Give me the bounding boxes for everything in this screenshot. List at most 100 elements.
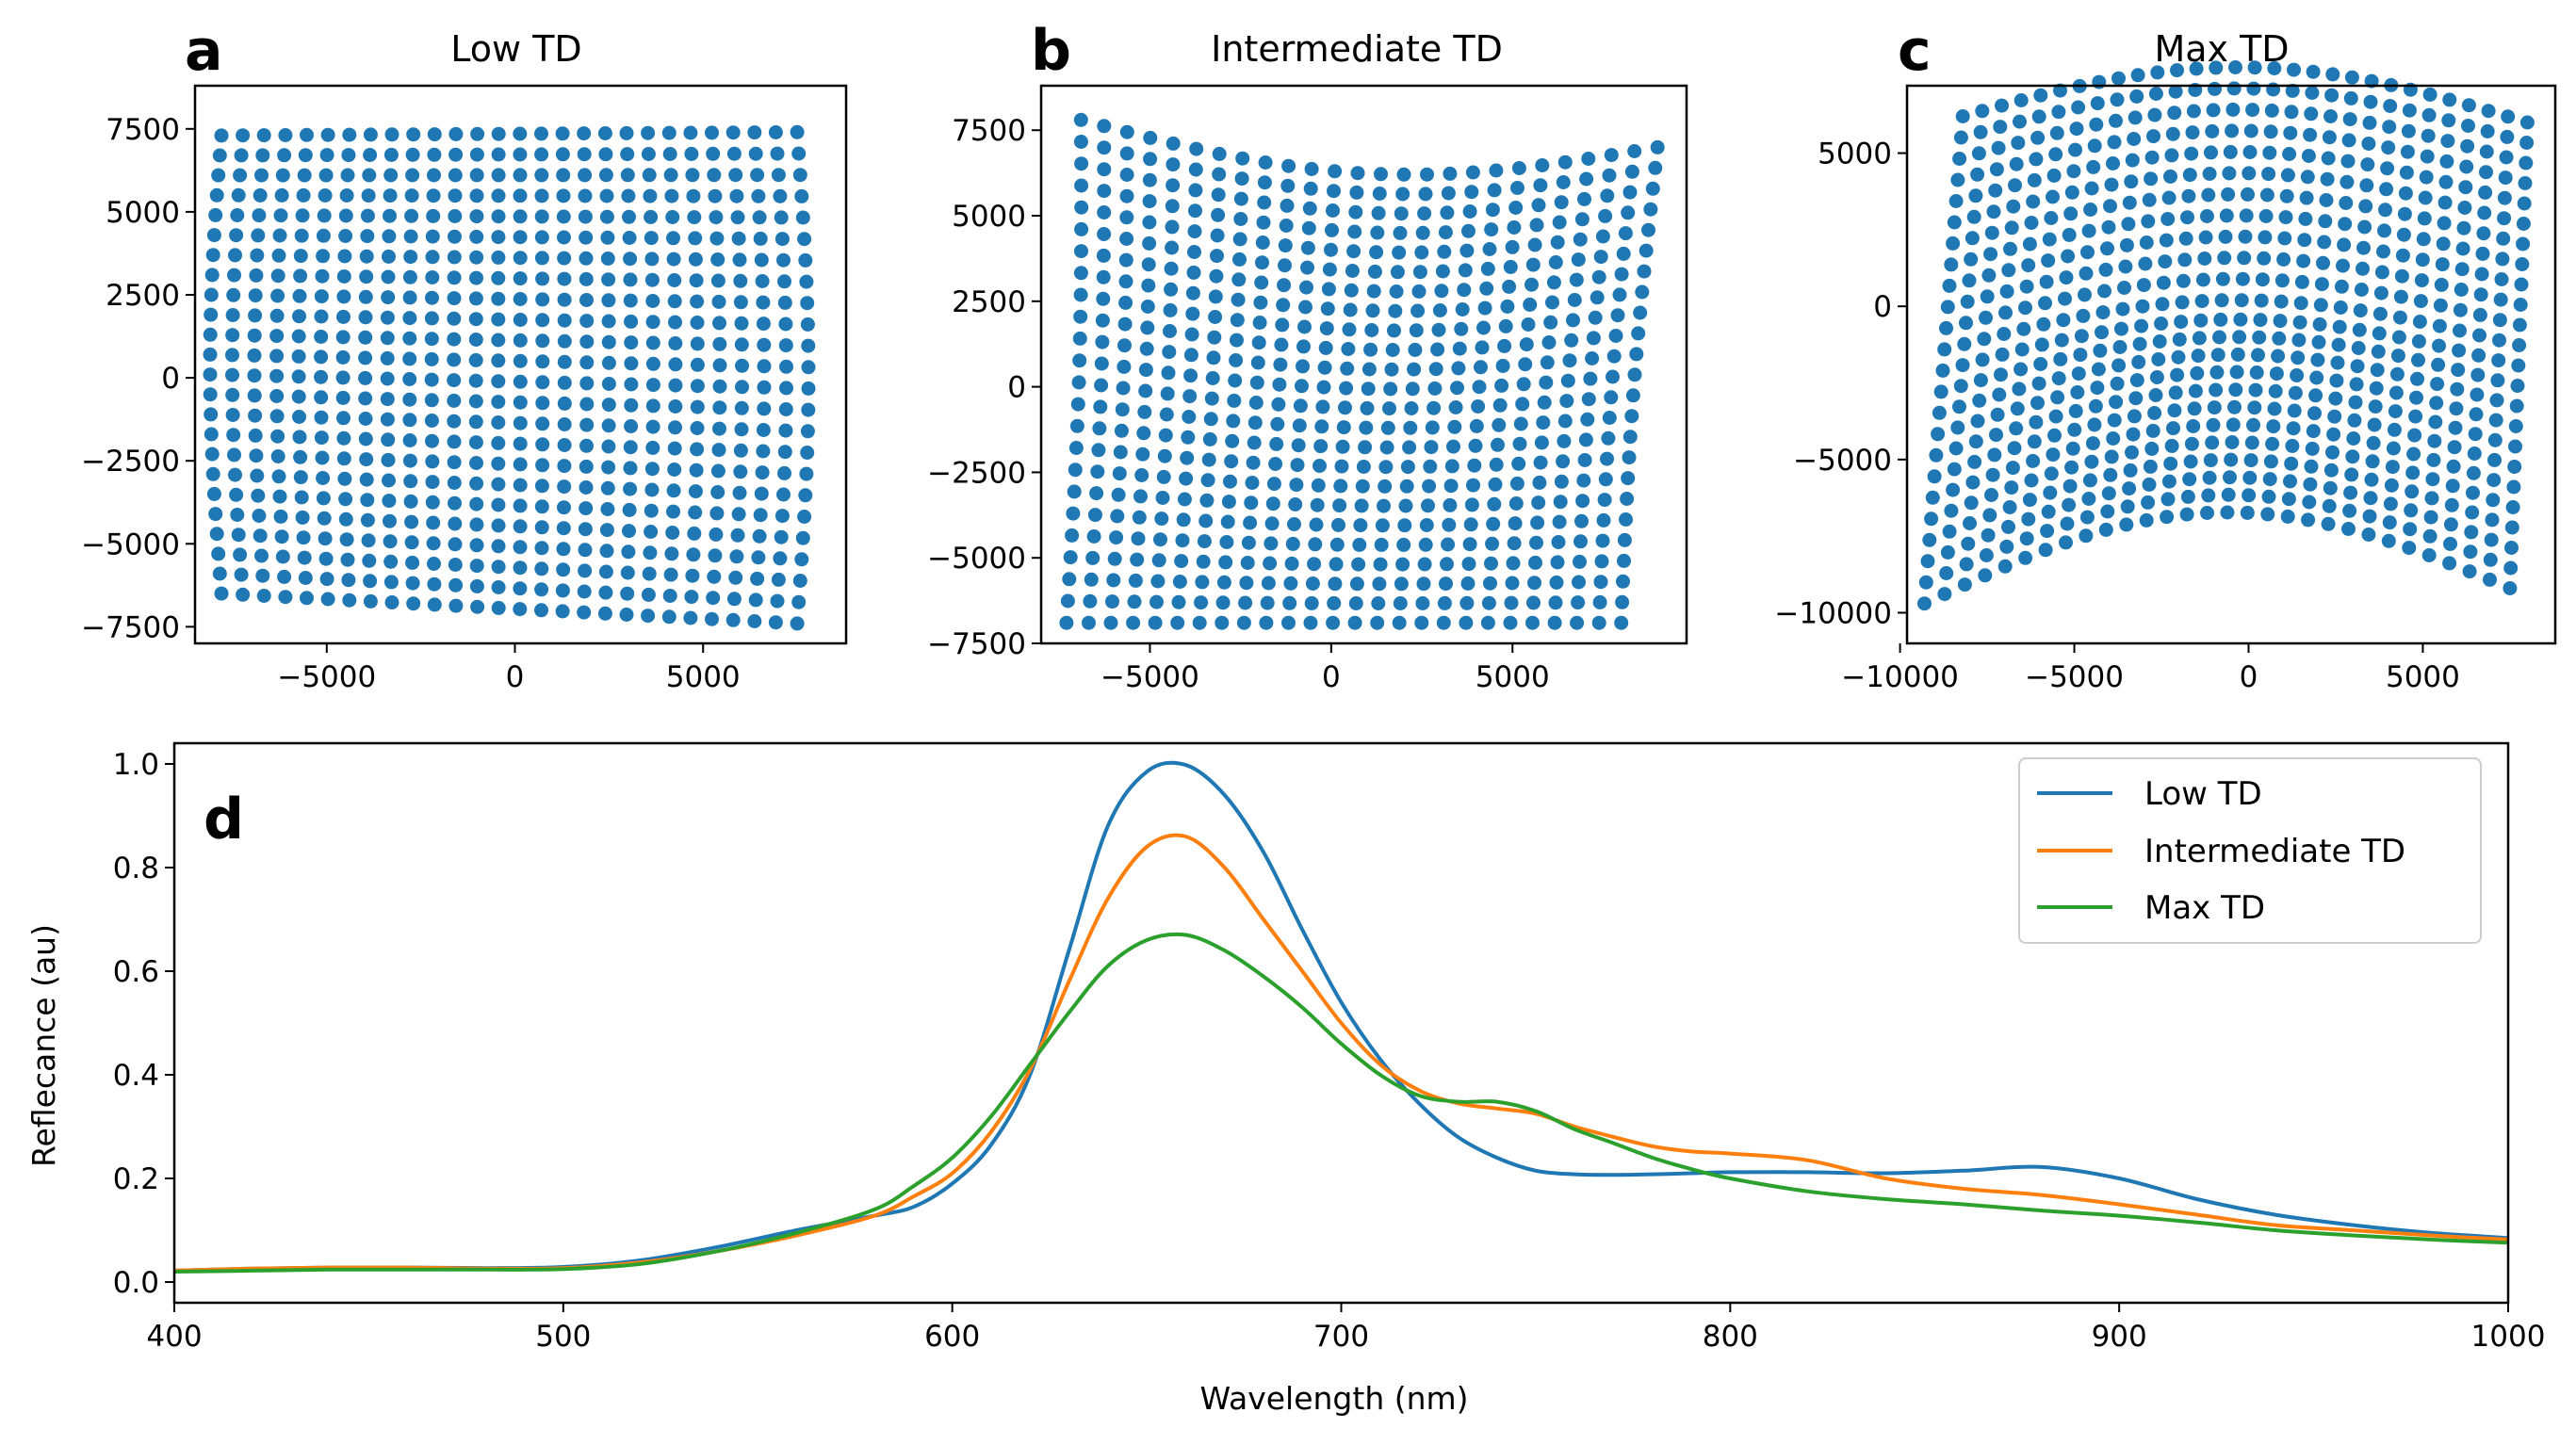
scatter-point [1458,263,1473,278]
scatter-point [2402,541,2417,556]
scatter-point [2463,544,2478,560]
scatter-point [1993,120,2008,135]
scatter-point [734,337,749,352]
scatter-point [2382,120,2397,135]
scatter-point [2208,81,2222,96]
scatter-point [1292,418,1307,433]
y-tick-label: −10000 [1774,596,1892,630]
scatter-point [236,128,251,143]
scatter-point [2183,454,2198,469]
scatter-point [1138,363,1153,378]
scatter-point [791,146,807,161]
scatter-point [579,397,595,412]
scatter-point [1253,295,1268,310]
scatter-point [1526,595,1541,610]
scatter-point [1258,155,1273,170]
scatter-point [795,210,810,225]
scatter-point [1179,471,1194,486]
scatter-point [278,128,293,142]
scatter-point [2107,413,2122,428]
scatter-point [2049,125,2064,140]
scatter-point [1119,232,1134,246]
scatter-point [1964,495,1979,511]
scatter-point [2483,552,2498,567]
scatter-point [2274,294,2289,309]
scatter-point [2381,533,2396,548]
scatter-point [1442,517,1457,532]
scatter-point [363,127,378,142]
scatter-point [2285,438,2300,453]
scatter-point [2343,485,2358,500]
scatter-point [1970,414,1985,429]
scatter-point [747,614,762,628]
scatter-point [2125,445,2139,460]
scatter-point [1927,469,1942,484]
scatter-point [2069,122,2084,137]
scatter-point [2247,400,2262,415]
scatter-point [1975,352,1990,367]
scatter-point [256,128,271,143]
scatter-point [2376,244,2390,259]
scatter-point [2304,106,2319,122]
scatter-point [1097,119,1112,134]
scatter-point [2067,422,2082,437]
scatter-point [1211,187,1226,203]
scatter-point [2287,62,2301,77]
scatter-point [2334,279,2349,294]
scatter-point [1109,530,1124,545]
scatter-point [1272,377,1287,392]
scatter-point [557,271,572,286]
scatter-point [2059,270,2074,285]
scatter-point [2244,435,2259,450]
scatter-point [771,168,786,183]
scatter-point [2486,493,2501,508]
scatter-point [2499,150,2514,165]
scatter-point [2201,187,2216,203]
scatter-point [1931,427,1946,442]
scatter-point [644,525,659,539]
scatter-point [1519,337,1534,352]
scatter-point [2337,237,2352,252]
scatter-point [2312,317,2327,332]
scatter-point [2047,428,2062,443]
scatter-point [2462,564,2477,579]
scatter-point [225,328,240,343]
scatter-point [1074,200,1089,215]
scatter-point [2031,376,2046,391]
scatter-point [1358,440,1373,455]
scatter-point [2176,273,2191,288]
scatter-point [1073,287,1088,302]
scatter-point [2381,140,2396,155]
scatter-point [2076,308,2091,323]
scatter-point [2232,330,2247,345]
scatter-point [2300,170,2315,185]
scatter-point [2274,273,2290,288]
scatter-point [468,373,483,388]
scatter-point [2397,206,2412,221]
scatter-point [661,125,677,140]
scatter-point [2279,188,2294,203]
panel-a-scatter: a Low TD −5000 0 5000−7500−5000−2500025005… [81,18,848,694]
scatter-point [358,289,373,304]
scatter-point [2225,123,2240,138]
scatter-point [1554,195,1569,210]
scatter-point [623,252,638,267]
scatter-point [1968,188,1983,203]
scatter-point [2182,472,2197,487]
scatter-point [1155,491,1170,505]
scatter-point [2184,436,2199,451]
scatter-point [1600,451,1614,466]
scatter-point [2235,271,2250,286]
scatter-point [1940,300,1955,315]
scatter-point [799,274,814,289]
legend-box [2018,757,2482,944]
scatter-point [1304,161,1319,176]
scatter-point [687,210,702,225]
scatter-point [296,187,311,203]
scatter-point [1165,219,1180,235]
scatter-point [1939,566,1954,580]
scatter-point [2269,366,2284,382]
scatter-point [2188,383,2203,398]
scatter-point [2193,313,2209,328]
scatter-point [644,482,660,497]
